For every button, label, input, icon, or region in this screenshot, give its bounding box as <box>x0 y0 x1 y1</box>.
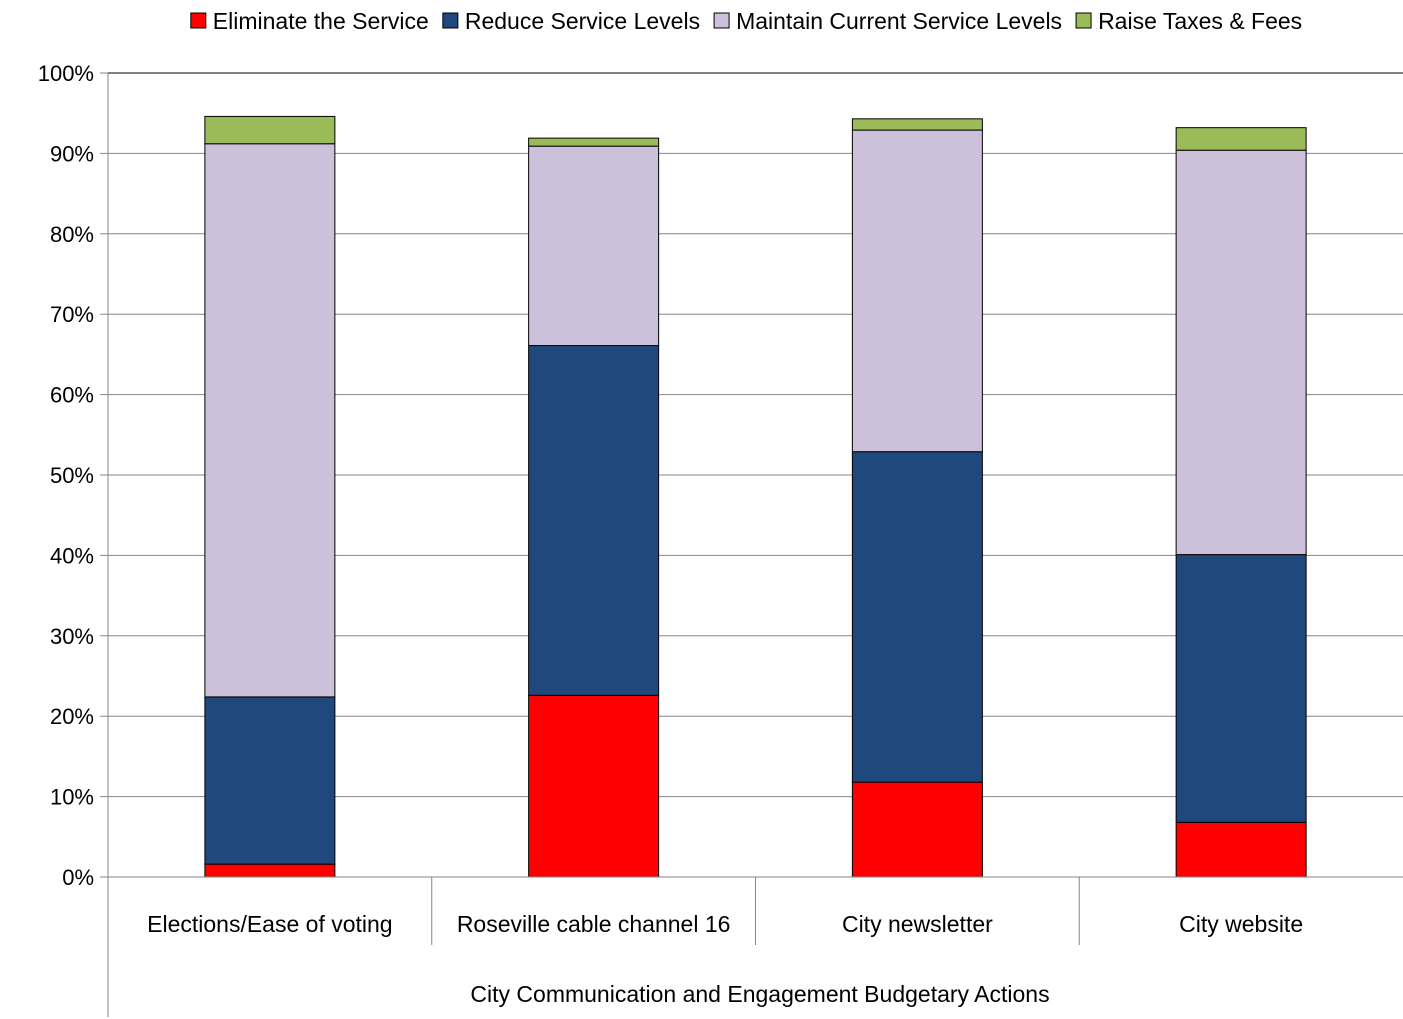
legend: Eliminate the Service Reduce Service Leve… <box>190 8 1302 34</box>
bar-segment <box>851 781 983 878</box>
y-tick-label: 80% <box>50 222 94 247</box>
bar-segment <box>1175 127 1307 151</box>
bar-segment <box>1175 821 1307 878</box>
bars <box>204 115 1307 878</box>
bar-segment <box>528 345 660 696</box>
y-axis-ticks: 0% 10% 20% 30% 40% 50% 60% 70% 80% 90% 100% <box>38 61 108 890</box>
legend-label: Raise Taxes & Fees <box>1098 8 1302 34</box>
bar-segment <box>851 118 983 131</box>
axes <box>107 73 1403 1017</box>
bar-segment <box>204 115 336 145</box>
bar-segment <box>1175 149 1307 556</box>
y-tick-label: 60% <box>50 383 94 408</box>
y-tick-label: 30% <box>50 624 94 649</box>
bar-segment <box>528 145 660 347</box>
bar-segment <box>1175 554 1307 823</box>
legend-item: Eliminate the Service <box>190 8 429 34</box>
y-tick-label: 100% <box>38 61 94 86</box>
bar-segment <box>204 143 336 698</box>
y-tick-label: 70% <box>50 302 94 327</box>
y-tick-label: 20% <box>50 704 94 729</box>
legend-swatch <box>1075 12 1092 29</box>
x-category-label: Roseville cable channel 16 <box>457 911 731 937</box>
x-category-label: Elections/Ease of voting <box>147 911 392 937</box>
y-tick-label: 50% <box>50 463 94 488</box>
legend-item: Raise Taxes & Fees <box>1075 8 1302 34</box>
legend-item: Reduce Service Levels <box>442 8 700 34</box>
legend-swatch <box>442 12 459 29</box>
legend-swatch <box>190 12 207 29</box>
x-category-label: City newsletter <box>842 911 993 937</box>
legend-label: Reduce Service Levels <box>465 8 700 34</box>
x-axis-categories: Elections/Ease of voting Roseville cable … <box>147 911 1303 937</box>
y-tick-label: 10% <box>50 785 94 810</box>
bar-segment <box>851 129 983 453</box>
bar-segment <box>204 696 336 865</box>
bar-segment <box>528 137 660 147</box>
y-tick-label: 40% <box>50 543 94 568</box>
bar-segment <box>528 694 660 878</box>
y-tick-label: 90% <box>50 141 94 166</box>
x-category-label: City website <box>1179 911 1303 937</box>
bar-segment <box>851 451 983 783</box>
legend-item: Maintain Current Service Levels <box>713 8 1062 34</box>
legend-label: Eliminate the Service <box>213 8 429 34</box>
legend-swatch <box>713 12 730 29</box>
y-tick-label: 0% <box>62 865 94 890</box>
bar-segment <box>204 863 336 878</box>
x-axis-group-label: City Communication and Engagement Budget… <box>470 981 1049 1007</box>
legend-label: Maintain Current Service Levels <box>736 8 1062 34</box>
